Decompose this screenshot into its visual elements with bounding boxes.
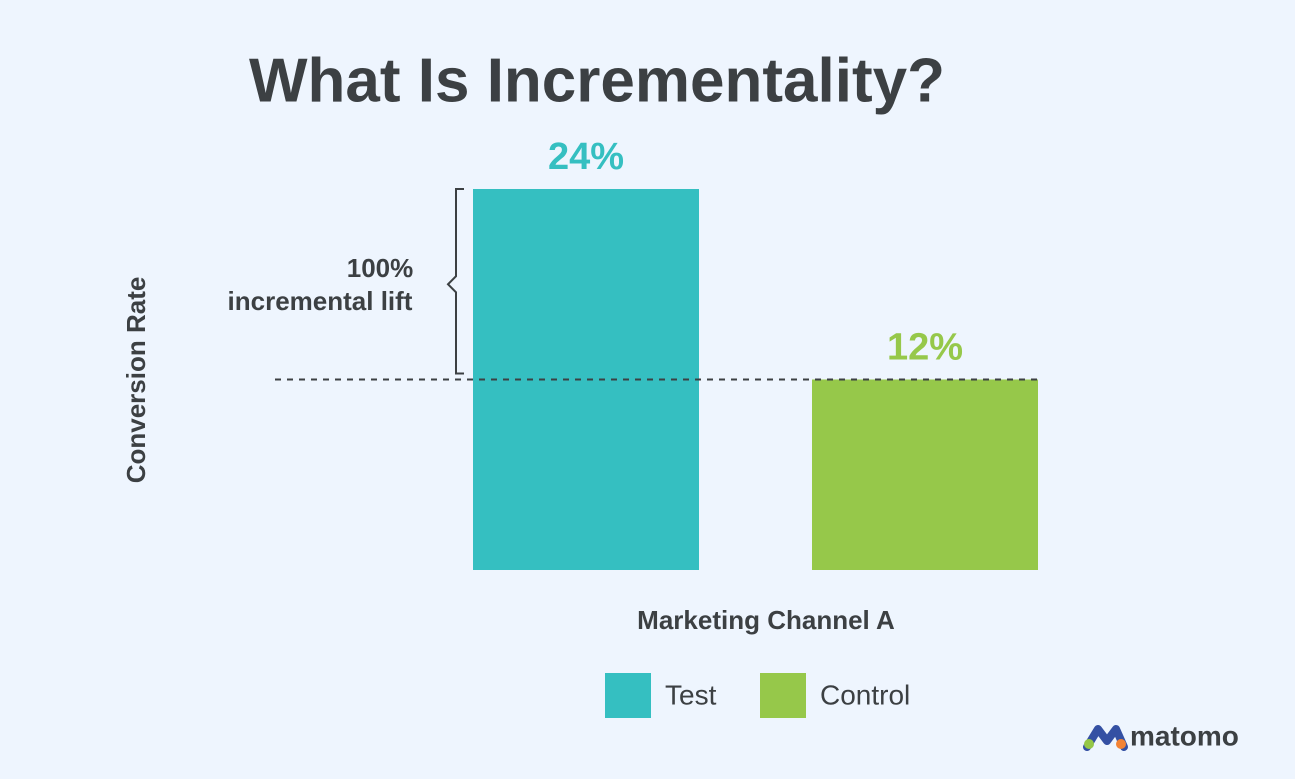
- annotation: 100%: [347, 253, 414, 283]
- logo-text: matomo: [1130, 720, 1239, 751]
- logo-dot: [1116, 739, 1126, 749]
- legend-label: Control: [820, 679, 910, 710]
- legend-swatch: [760, 673, 806, 718]
- annotation: incremental lift: [228, 286, 413, 316]
- chart-title: What Is Incrementality?: [249, 46, 945, 115]
- bar: [812, 379, 1038, 570]
- y-axis-label: Conversion Rate: [121, 277, 151, 484]
- legend-swatch: [605, 673, 651, 718]
- lift-brace: [446, 188, 464, 375]
- logo-icon: [1083, 725, 1128, 751]
- logo: matomo: [1083, 720, 1239, 751]
- legend-label: Test: [665, 679, 717, 710]
- logo-dot: [1084, 739, 1094, 749]
- value-label: 12%: [887, 327, 963, 369]
- value-label: 24%: [548, 136, 624, 178]
- x-tick-label: Marketing Channel A: [637, 605, 895, 635]
